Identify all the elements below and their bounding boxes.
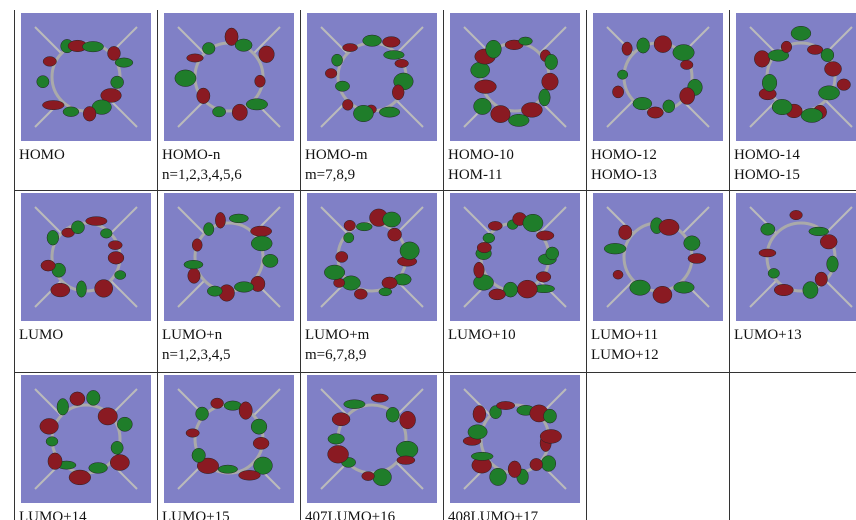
- orbital-image: [21, 193, 151, 321]
- table-cell: LUMO+11 LUMO+12: [587, 191, 729, 372]
- table-cell: LUMO+m m=6,7,8,9: [301, 191, 443, 372]
- cell-label: m=7,8,9: [305, 167, 356, 183]
- table-cell: LUMO+13: [730, 191, 856, 372]
- cell-label: LUMO+10: [448, 327, 516, 343]
- cell-label: LUMO+n: [162, 327, 223, 343]
- table-cell: HOMO-10 HOM-11: [444, 11, 586, 190]
- orbital-image: [450, 13, 580, 141]
- table-cell: 408LUMO+17: [444, 373, 586, 520]
- cell-label: 408LUMO+17: [448, 509, 539, 520]
- orbital-image: [450, 375, 580, 503]
- cell-label: HOM-11: [448, 167, 503, 183]
- cell-label: LUMO+11: [591, 327, 659, 343]
- cell-label: n=1,2,3,4,5,6: [162, 167, 242, 183]
- table-cell: HOMO-m m=7,8,9: [301, 11, 443, 190]
- table-cell: 407LUMO+16: [301, 373, 443, 520]
- orbital-image: [307, 375, 437, 503]
- cell-label: LUMO+13: [734, 327, 802, 343]
- orbital-image: [450, 193, 580, 321]
- cell-label: HOMO: [19, 147, 65, 163]
- orbital-image: [21, 13, 151, 141]
- column-border: [14, 10, 15, 520]
- cell-label: HOMO-n: [162, 147, 221, 163]
- table-cell: LUMO+14: [15, 373, 157, 520]
- column-border: [443, 10, 444, 520]
- table-cell: LUMO+10: [444, 191, 586, 372]
- orbital-image: [736, 193, 856, 321]
- cell-label: HOMO-15: [734, 167, 800, 183]
- row-border: [14, 190, 856, 191]
- column-border: [157, 10, 158, 520]
- cell-label: HOMO-14: [734, 147, 800, 163]
- row-border: [14, 372, 856, 373]
- cell-label: LUMO+14: [19, 509, 87, 520]
- cell-label: HOMO-m: [305, 147, 368, 163]
- cell-label: n=1,2,3,4,5: [162, 347, 231, 363]
- orbital-image: [736, 13, 856, 141]
- cell-label: LUMO: [19, 327, 64, 343]
- table-cell: HOMO: [15, 11, 157, 190]
- table-cell: HOMO-14 HOMO-15: [730, 11, 856, 190]
- cell-label: HOMO-12: [591, 147, 657, 163]
- cell-label: HOMO-10: [448, 147, 514, 163]
- orbital-image: [21, 375, 151, 503]
- orbital-image: [164, 193, 294, 321]
- table-cell: LUMO: [15, 191, 157, 372]
- cell-label: HOMO-13: [591, 167, 657, 183]
- orbital-image: [307, 193, 437, 321]
- table-cell: LUMO+15: [158, 373, 300, 520]
- cell-label: LUMO+m: [305, 327, 370, 343]
- cell-label: m=6,7,8,9: [305, 347, 367, 363]
- orbital-image: [593, 193, 723, 321]
- cell-label: LUMO+15: [162, 509, 230, 520]
- cell-label: 407LUMO+16: [305, 509, 396, 520]
- orbital-image: [593, 13, 723, 141]
- table-cell: HOMO-n n=1,2,3,4,5,6: [158, 11, 300, 190]
- column-border: [586, 10, 587, 520]
- cell-label: LUMO+12: [591, 347, 659, 363]
- column-border: [300, 10, 301, 520]
- orbital-image: [164, 13, 294, 141]
- orbital-image: [307, 13, 437, 141]
- table-cell: LUMO+n n=1,2,3,4,5: [158, 191, 300, 372]
- column-border: [729, 10, 730, 520]
- table-cell: HOMO-12 HOMO-13: [587, 11, 729, 190]
- orbital-image: [164, 375, 294, 503]
